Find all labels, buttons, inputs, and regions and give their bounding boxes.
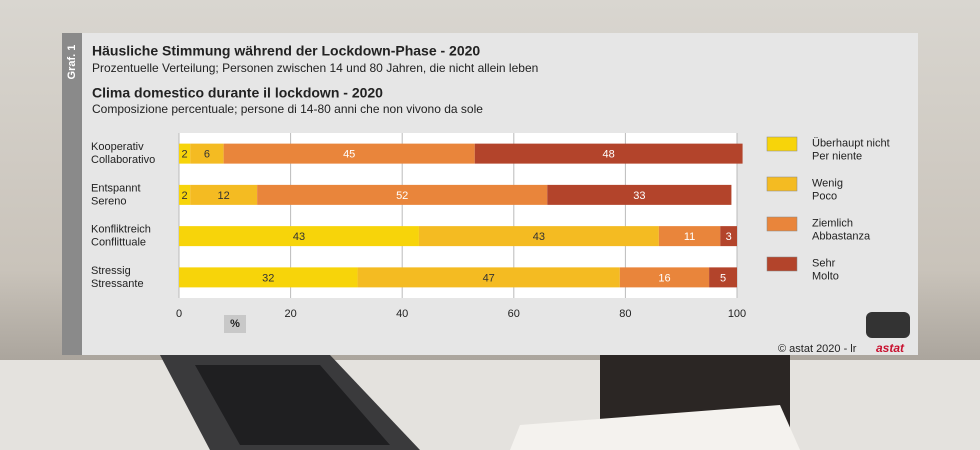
bar-segment bbox=[709, 267, 737, 288]
legend-swatch bbox=[766, 136, 798, 152]
side-strip bbox=[62, 33, 82, 355]
bar-segment bbox=[357, 267, 620, 288]
notebook bbox=[510, 405, 800, 450]
logo-map bbox=[866, 312, 910, 338]
data-label: 2 bbox=[182, 190, 188, 202]
bar-segment bbox=[720, 226, 737, 247]
x-tick-label: 80 bbox=[619, 308, 631, 320]
legend-label: Ziemlich Abbastanza bbox=[812, 217, 871, 242]
data-label: 33 bbox=[633, 190, 645, 202]
bar-segment bbox=[190, 184, 258, 205]
data-label: 45 bbox=[343, 149, 355, 161]
data-label: 52 bbox=[396, 190, 408, 202]
x-tick-label: 60 bbox=[508, 308, 520, 320]
y-tick-label: Konfliktreich Conflittuale bbox=[91, 224, 151, 249]
data-label: 43 bbox=[533, 231, 545, 243]
keyboard bbox=[195, 365, 390, 445]
bar-segment bbox=[547, 184, 732, 205]
unit-box bbox=[224, 315, 246, 333]
legend-label: Überhaupt nicht Per niente bbox=[812, 137, 890, 162]
legend-swatch bbox=[766, 256, 798, 272]
credit: © astat 2020 - lr bbox=[778, 343, 857, 355]
bar-segment bbox=[223, 143, 475, 164]
data-label: 47 bbox=[483, 272, 495, 284]
data-label: 2 bbox=[182, 149, 188, 161]
chart-subtitle: Prozentuelle Verteilung; Personen zwisch… bbox=[92, 61, 538, 75]
bar-segment bbox=[179, 226, 419, 247]
data-label: 32 bbox=[262, 272, 274, 284]
chart-subtitle: Composizione percentuale; persone di 14-… bbox=[92, 102, 483, 116]
legend-label: Sehr Molto bbox=[812, 257, 839, 282]
y-tick-label: Stressig Stressante bbox=[91, 265, 144, 290]
x-tick-label: 20 bbox=[284, 308, 296, 320]
data-label: 11 bbox=[684, 231, 695, 243]
bar-segment bbox=[418, 226, 659, 247]
logo: astat bbox=[876, 341, 905, 355]
bar-segment bbox=[257, 184, 548, 205]
data-label: 48 bbox=[603, 149, 615, 161]
x-tick-label: 0 bbox=[176, 308, 182, 320]
legend-swatch bbox=[766, 176, 798, 192]
data-label: 3 bbox=[726, 231, 732, 243]
x-tick-label: 100 bbox=[728, 308, 746, 320]
legend-swatch bbox=[766, 216, 798, 232]
bar-segment bbox=[619, 267, 710, 288]
chart-title: Clima domestico durante il lockdown - 20… bbox=[92, 85, 383, 101]
bar-segment bbox=[658, 226, 721, 247]
data-label: 6 bbox=[204, 149, 210, 161]
bar-segment bbox=[179, 267, 358, 288]
side-label: Graf. 1 bbox=[66, 45, 78, 80]
x-tick-label: 40 bbox=[396, 308, 408, 320]
x-unit: % bbox=[230, 318, 240, 330]
chart-title: Häusliche Stimmung während der Lockdown-… bbox=[92, 43, 480, 59]
legend-label: Wenig Poco bbox=[812, 177, 843, 202]
y-tick-label: Kooperativ Collaborativo bbox=[91, 141, 155, 166]
y-tick-label: Entspannt Sereno bbox=[91, 182, 141, 207]
data-label: 5 bbox=[720, 272, 726, 284]
data-label: 12 bbox=[218, 190, 230, 202]
bar-segment bbox=[179, 143, 191, 164]
data-label: 16 bbox=[658, 272, 670, 284]
bar-segment bbox=[190, 143, 224, 164]
bar-segment bbox=[474, 143, 743, 164]
desk bbox=[0, 360, 980, 450]
data-label: 43 bbox=[293, 231, 305, 243]
bar-segment bbox=[179, 184, 191, 205]
